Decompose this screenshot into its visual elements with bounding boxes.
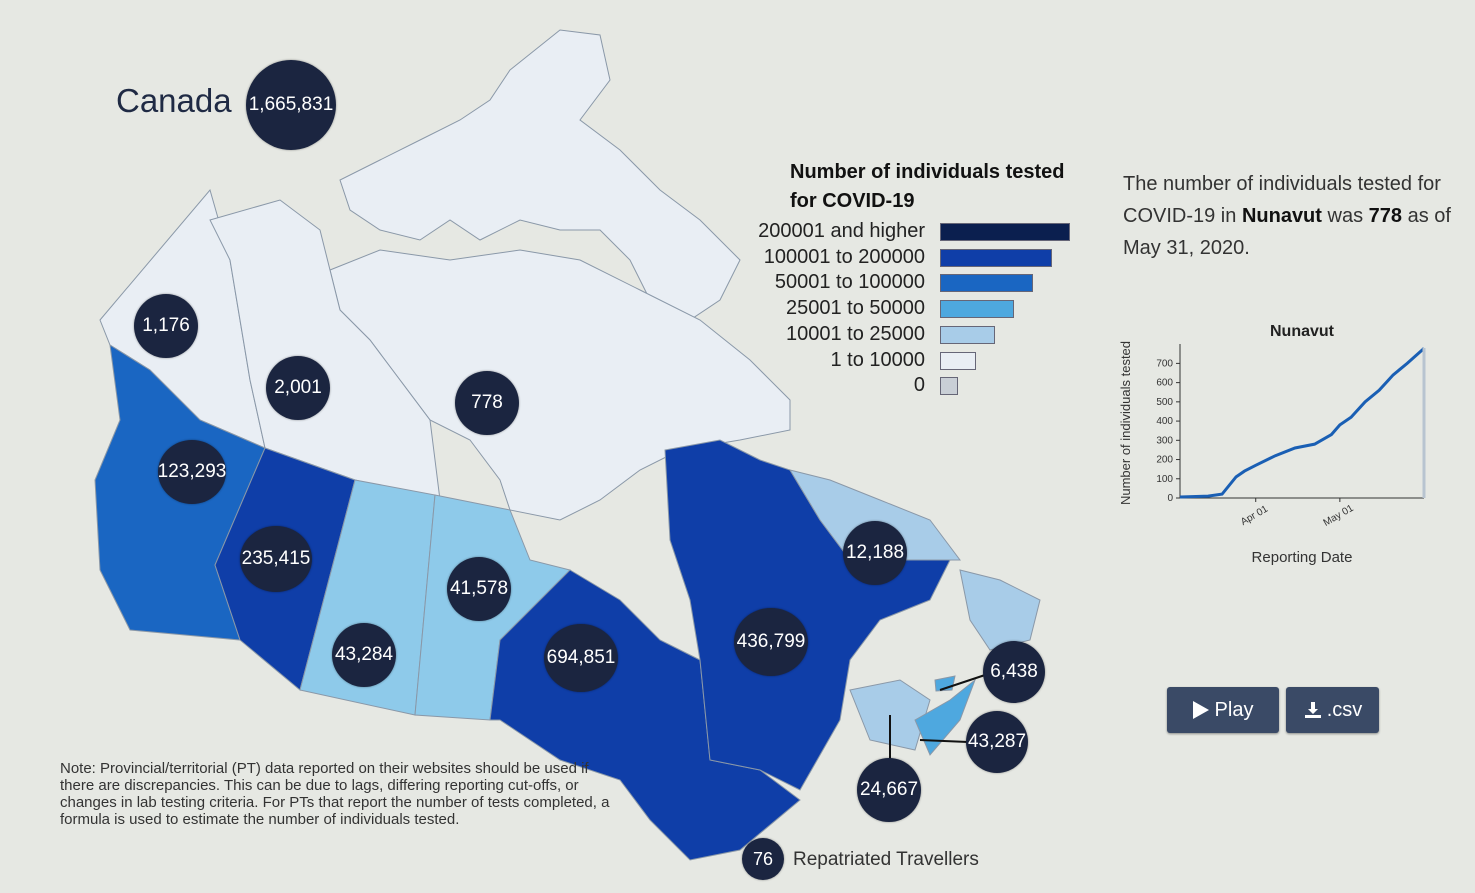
total-bubble: 1,665,831 bbox=[246, 60, 336, 150]
region-nwt[interactable] bbox=[209, 199, 441, 501]
bubble-nwt[interactable]: 2,001 bbox=[266, 356, 330, 420]
bubble-nunavut[interactable]: 778 bbox=[455, 371, 519, 435]
page-title: Canada bbox=[116, 82, 232, 119]
x-axis-label: Reporting Date bbox=[1252, 549, 1353, 566]
region-arctic-islands[interactable] bbox=[339, 29, 741, 321]
csv-label: .csv bbox=[1326, 698, 1363, 721]
bubble-pei[interactable]: 6,438 bbox=[983, 641, 1045, 703]
y-tick-label: 300 bbox=[1156, 435, 1173, 446]
pei-leader-line bbox=[939, 674, 986, 691]
info-region: Nunavut bbox=[1241, 205, 1322, 227]
nunavut-line-chart: Nunavut 0 100 200 300 400 500 600 700 Apr 01 May 0… bbox=[1118, 323, 1426, 566]
legend-item: 50001 to 100000 bbox=[700, 271, 1080, 295]
bubble-alberta[interactable]: 235,415 bbox=[240, 526, 312, 592]
y-tick-label: 200 bbox=[1156, 455, 1173, 466]
legend-swatch bbox=[940, 325, 995, 344]
play-label: Play bbox=[1214, 698, 1254, 721]
bubble-bc[interactable]: 123,293 bbox=[158, 440, 226, 504]
bubble-manitoba[interactable]: 41,578 bbox=[447, 557, 511, 621]
legend-item: 0 bbox=[700, 374, 1080, 398]
legend-swatch bbox=[940, 248, 1052, 267]
legend-item: 200001 and higher bbox=[700, 220, 1080, 244]
legend-item: 10001 to 25000 bbox=[700, 323, 1080, 347]
region-newfoundland[interactable] bbox=[788, 469, 1041, 651]
legend-item: 25001 to 50000 bbox=[700, 297, 1080, 321]
play-button[interactable]: Play bbox=[1167, 687, 1279, 733]
legend-swatch bbox=[940, 300, 1014, 319]
bubble-newfoundland[interactable]: 12,188 bbox=[843, 521, 907, 585]
legend-item: 1 to 10000 bbox=[700, 349, 1080, 373]
info-text: The number of individuals tested for COV… bbox=[1123, 168, 1453, 264]
legend-swatch bbox=[940, 351, 976, 370]
legend-label: 25001 to 50000 bbox=[785, 297, 925, 320]
legend-label: 1 to 10000 bbox=[830, 348, 925, 371]
bubble-repatriated[interactable]: 76 bbox=[742, 838, 784, 880]
repatriated-label: Repatriated Travellers bbox=[793, 849, 979, 870]
x-tick-label: May 01 bbox=[1322, 503, 1356, 529]
bubble-quebec[interactable]: 436,799 bbox=[734, 608, 808, 676]
legend-title-line2: for COVID-19 bbox=[790, 190, 915, 212]
y-tick-label: 500 bbox=[1156, 397, 1173, 408]
y-axis-label: Number of individuals tested bbox=[1118, 341, 1133, 505]
bubble-new-brunswick[interactable]: 24,667 bbox=[857, 758, 921, 822]
legend-label: 10001 to 25000 bbox=[785, 322, 925, 345]
info-suffix: as of May 31, 2020. bbox=[1123, 205, 1451, 259]
download-icon bbox=[1304, 702, 1321, 718]
play-icon bbox=[1192, 701, 1209, 719]
info-prefix: The number of individuals tested for COV… bbox=[1123, 173, 1441, 227]
bubble-ontario[interactable]: 694,851 bbox=[544, 624, 618, 692]
bubble-saskatchewan[interactable]: 43,284 bbox=[332, 623, 396, 687]
info-value: 778 bbox=[1368, 205, 1403, 227]
region-nova-scotia[interactable] bbox=[914, 678, 977, 756]
legend-label: 0 bbox=[913, 374, 925, 397]
chart-title: Nunavut bbox=[1270, 323, 1335, 340]
y-tick-label: 0 bbox=[1167, 493, 1173, 504]
legend-label: 50001 to 100000 bbox=[774, 271, 925, 294]
legend-swatch bbox=[940, 377, 958, 396]
y-tick-label: 700 bbox=[1156, 358, 1173, 369]
y-tick-label: 100 bbox=[1156, 474, 1173, 485]
bubble-nova-scotia[interactable]: 43,287 bbox=[966, 711, 1028, 773]
csv-download-button[interactable]: .csv bbox=[1286, 687, 1379, 733]
legend-label: 200001 and higher bbox=[758, 220, 925, 242]
legend-title: Number of individuals tested for COVID-1… bbox=[790, 158, 1100, 216]
series-line bbox=[1179, 347, 1425, 499]
legend-item: 100001 to 200000 bbox=[700, 246, 1080, 270]
y-tick-label: 600 bbox=[1156, 378, 1173, 389]
legend-title-line1: Number of individuals tested bbox=[790, 161, 1065, 183]
data-note: Note: Provincial/territorial (PT) data r… bbox=[60, 760, 610, 828]
y-tick-label: 400 bbox=[1156, 416, 1173, 427]
x-tick-label: Apr 01 bbox=[1239, 503, 1270, 527]
legend-label: 100001 to 200000 bbox=[763, 245, 925, 268]
legend-swatch bbox=[940, 223, 1070, 241]
ns-leader-line bbox=[919, 739, 969, 743]
bubble-yukon[interactable]: 1,176 bbox=[134, 294, 198, 358]
legend-swatch bbox=[940, 274, 1033, 293]
info-mid: was bbox=[1327, 205, 1364, 227]
